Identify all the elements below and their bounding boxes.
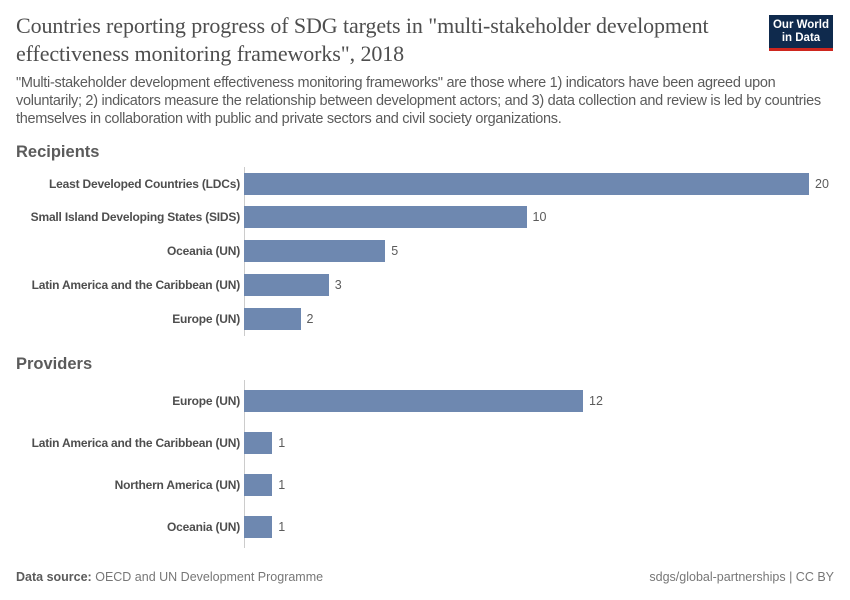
data-source[interactable]: Data source: OECD and UN Development Pro… [16,570,323,584]
source-text: OECD and UN Development Programme [95,570,324,584]
group-title: Providers [16,355,93,373]
category-label: Latin America and the Caribbean (UN) [31,278,241,292]
group-title: Recipients [16,143,100,161]
value-label: 1 [278,520,286,534]
category-label: Least Developed Countries (LDCs) [49,177,240,191]
footer-right[interactable]: sdgs/global-partnerships | CC BY [649,570,834,584]
chart-subtitle: "Multi-stakeholder development effective… [16,75,821,127]
chart-title: Countries reporting progress of SDG targ… [16,13,709,66]
value-label: 5 [391,244,399,258]
bar[interactable] [244,274,329,296]
bar[interactable] [244,240,386,262]
value-label: 20 [815,177,829,191]
category-label: Small Island Developing States (SIDS) [30,210,241,224]
value-label: 3 [334,278,342,292]
value-label: 1 [278,436,286,450]
value-label: 1 [278,478,286,492]
bar[interactable] [244,432,273,454]
bar[interactable] [244,206,527,228]
value-label: 10 [532,210,547,224]
value-label: 12 [589,394,603,408]
bar[interactable] [244,173,809,195]
category-label: Latin America and the Caribbean (UN) [31,436,241,450]
category-label: Northern America (UN) [114,478,241,492]
value-label: 2 [306,312,314,326]
source-label: Data source: [16,570,92,584]
category-label: Oceania (UN) [167,520,240,534]
bar[interactable] [244,308,301,330]
axis-line [244,380,245,548]
bar[interactable] [244,516,273,538]
category-label: Europe (UN) [172,312,240,326]
owid-logo[interactable]: Our World in Data [769,15,833,51]
category-label: Europe (UN) [172,394,240,408]
bar[interactable] [244,474,273,496]
bar[interactable] [244,390,583,412]
chart-header: Countries reporting progress of SDG targ… [16,12,844,128]
category-label: Oceania (UN) [167,244,240,258]
